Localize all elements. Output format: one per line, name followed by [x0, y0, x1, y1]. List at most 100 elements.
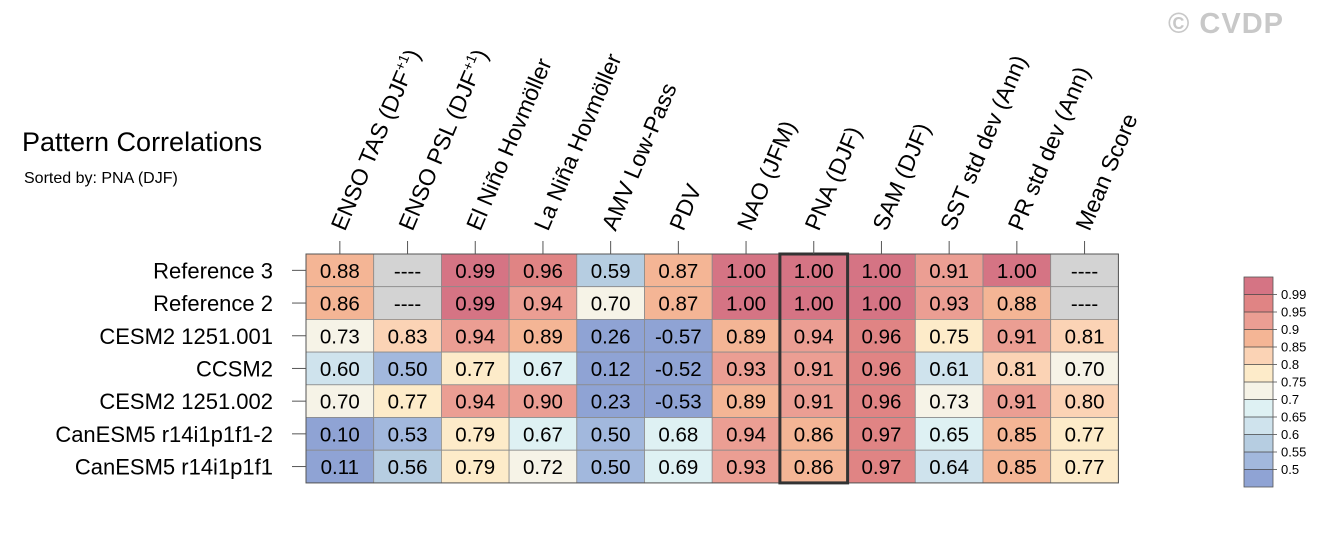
heatmap-cell: [779, 253, 849, 288]
heatmap-cell: [847, 286, 916, 320]
colorbar-tick-label: 0.6: [1281, 427, 1299, 442]
cell-value-label: 0.94: [455, 391, 495, 414]
heatmap-cell: [711, 417, 781, 451]
heatmap-cell: [914, 449, 984, 484]
heatmap-cell: [711, 351, 781, 386]
cell-value-label: 0.88: [320, 260, 360, 283]
cell-value-label: 0.70: [320, 391, 360, 414]
cell-value-label: 0.77: [1065, 456, 1105, 479]
cell-value-label: 0.85: [997, 423, 1037, 446]
colorbar-tick-label: 0.75: [1281, 375, 1306, 390]
cell-value-label: 0.65: [929, 423, 969, 446]
cell-value-label: 0.67: [523, 358, 563, 381]
heatmap-cell: [779, 384, 849, 418]
cell-value-label: 0.11: [321, 456, 359, 479]
row-label: CESM2 1251.002: [99, 389, 273, 414]
cell-value-label: 0.85: [997, 456, 1037, 479]
heatmap-cell: [982, 384, 1052, 418]
cell-value-label: 0.99: [455, 260, 495, 283]
row-label: CanESM5 r14i1p1f1-2: [55, 422, 273, 447]
cell-value-label: 1.00: [861, 260, 901, 283]
cell-value-label: 0.88: [997, 293, 1037, 316]
heatmap-cell: [508, 449, 578, 484]
colorbar-segment: [1244, 434, 1273, 452]
heatmap-cell: [644, 351, 713, 386]
cell-value-label: 1.00: [794, 293, 834, 316]
cell-value-label: 0.90: [523, 391, 563, 414]
cell-value-label: 0.70: [591, 293, 631, 316]
cell-value-label: -0.52: [655, 358, 702, 381]
cell-value-label: 0.79: [455, 456, 495, 479]
cell-value-label: 1.00: [997, 260, 1037, 283]
cell-value-label: 0.69: [658, 456, 698, 479]
heatmap-cell: [644, 286, 713, 320]
colorbar-segment: [1244, 399, 1273, 417]
column-label: Mean Score: [1070, 110, 1142, 234]
cell-value-label: 0.61: [929, 358, 969, 381]
cell-value-label: 0.96: [861, 325, 901, 348]
cell-value-label: 0.75: [929, 325, 969, 348]
cell-value-label: 0.68: [658, 423, 698, 446]
heatmap-cell: [508, 384, 578, 418]
cell-value-label: 0.72: [523, 456, 563, 479]
colorbar-segment: [1244, 382, 1273, 400]
cell-value-label: 0.96: [523, 260, 563, 283]
cell-value-label: 0.81: [997, 358, 1037, 381]
cell-value-label: 0.73: [320, 325, 360, 348]
heatmap-cell: [576, 449, 645, 484]
heatmap-cell: [440, 351, 510, 386]
heatmap-cell: [847, 449, 916, 484]
cell-value-label: 0.59: [591, 260, 631, 283]
cell-value-label: 0.93: [726, 358, 766, 381]
cell-value-label: 0.97: [861, 456, 901, 479]
colorbar-segment: [1244, 452, 1273, 470]
cell-value-label: 0.89: [523, 325, 563, 348]
cell-value-label: 0.80: [1065, 391, 1105, 414]
cell-value-label: 0.99: [455, 293, 495, 316]
cell-value-label: 0.77: [1065, 423, 1105, 446]
heatmap-cell: [576, 286, 645, 320]
heatmap-cell: [508, 417, 578, 451]
cell-value-label: 0.50: [591, 423, 631, 446]
heatmap-cell: [914, 384, 984, 418]
heatmap-cell: [440, 318, 510, 353]
heatmap-cell: [305, 286, 375, 320]
cell-value-label: 0.96: [861, 358, 901, 381]
colorbar-segment: [1244, 469, 1273, 487]
row-label: CCSM2: [196, 356, 273, 381]
heatmap-cell: [305, 384, 375, 418]
cell-value-label: 0.91: [997, 391, 1037, 414]
cell-value-label: ----: [1071, 293, 1098, 316]
colorbar-segment: [1244, 347, 1273, 365]
cell-value-label: 0.91: [794, 391, 834, 414]
cell-value-label: 0.50: [388, 358, 428, 381]
heatmap-cell: [982, 286, 1052, 320]
column-label: SAM (DJF): [867, 119, 935, 234]
row-label: CESM2 1251.001: [99, 324, 273, 349]
cell-value-label: 0.86: [794, 456, 834, 479]
heatmap-cell: [914, 318, 984, 353]
colorbar-tick-label: 0.99: [1281, 287, 1306, 302]
colorbar-tick-label: 0.65: [1281, 410, 1306, 425]
cell-value-label: 1.00: [726, 260, 766, 283]
heatmap-cell: [373, 449, 442, 484]
heatmap-cell: [305, 318, 375, 353]
cell-value-label: 0.86: [320, 293, 360, 316]
cell-value-label: 0.26: [591, 325, 631, 348]
heatmap-cell: [779, 417, 849, 451]
cell-value-label: 0.94: [726, 423, 766, 446]
heatmap-cell: [982, 417, 1052, 451]
colorbar-tick-label: 0.5: [1281, 462, 1299, 477]
heatmap-cell: [305, 351, 375, 386]
heatmap-cell: [508, 318, 578, 353]
heatmap-cell: [644, 384, 713, 418]
heatmap-cell: [373, 253, 442, 288]
cell-value-label: 0.73: [929, 391, 969, 414]
cell-value-label: 1.00: [861, 293, 901, 316]
colorbar-segment: [1244, 312, 1273, 330]
colorbar-tick-label: 0.8: [1281, 357, 1299, 372]
colorbar-tick-label: 0.95: [1281, 305, 1306, 320]
cell-value-label: 0.60: [320, 358, 360, 381]
colorbar-segment: [1244, 294, 1273, 312]
